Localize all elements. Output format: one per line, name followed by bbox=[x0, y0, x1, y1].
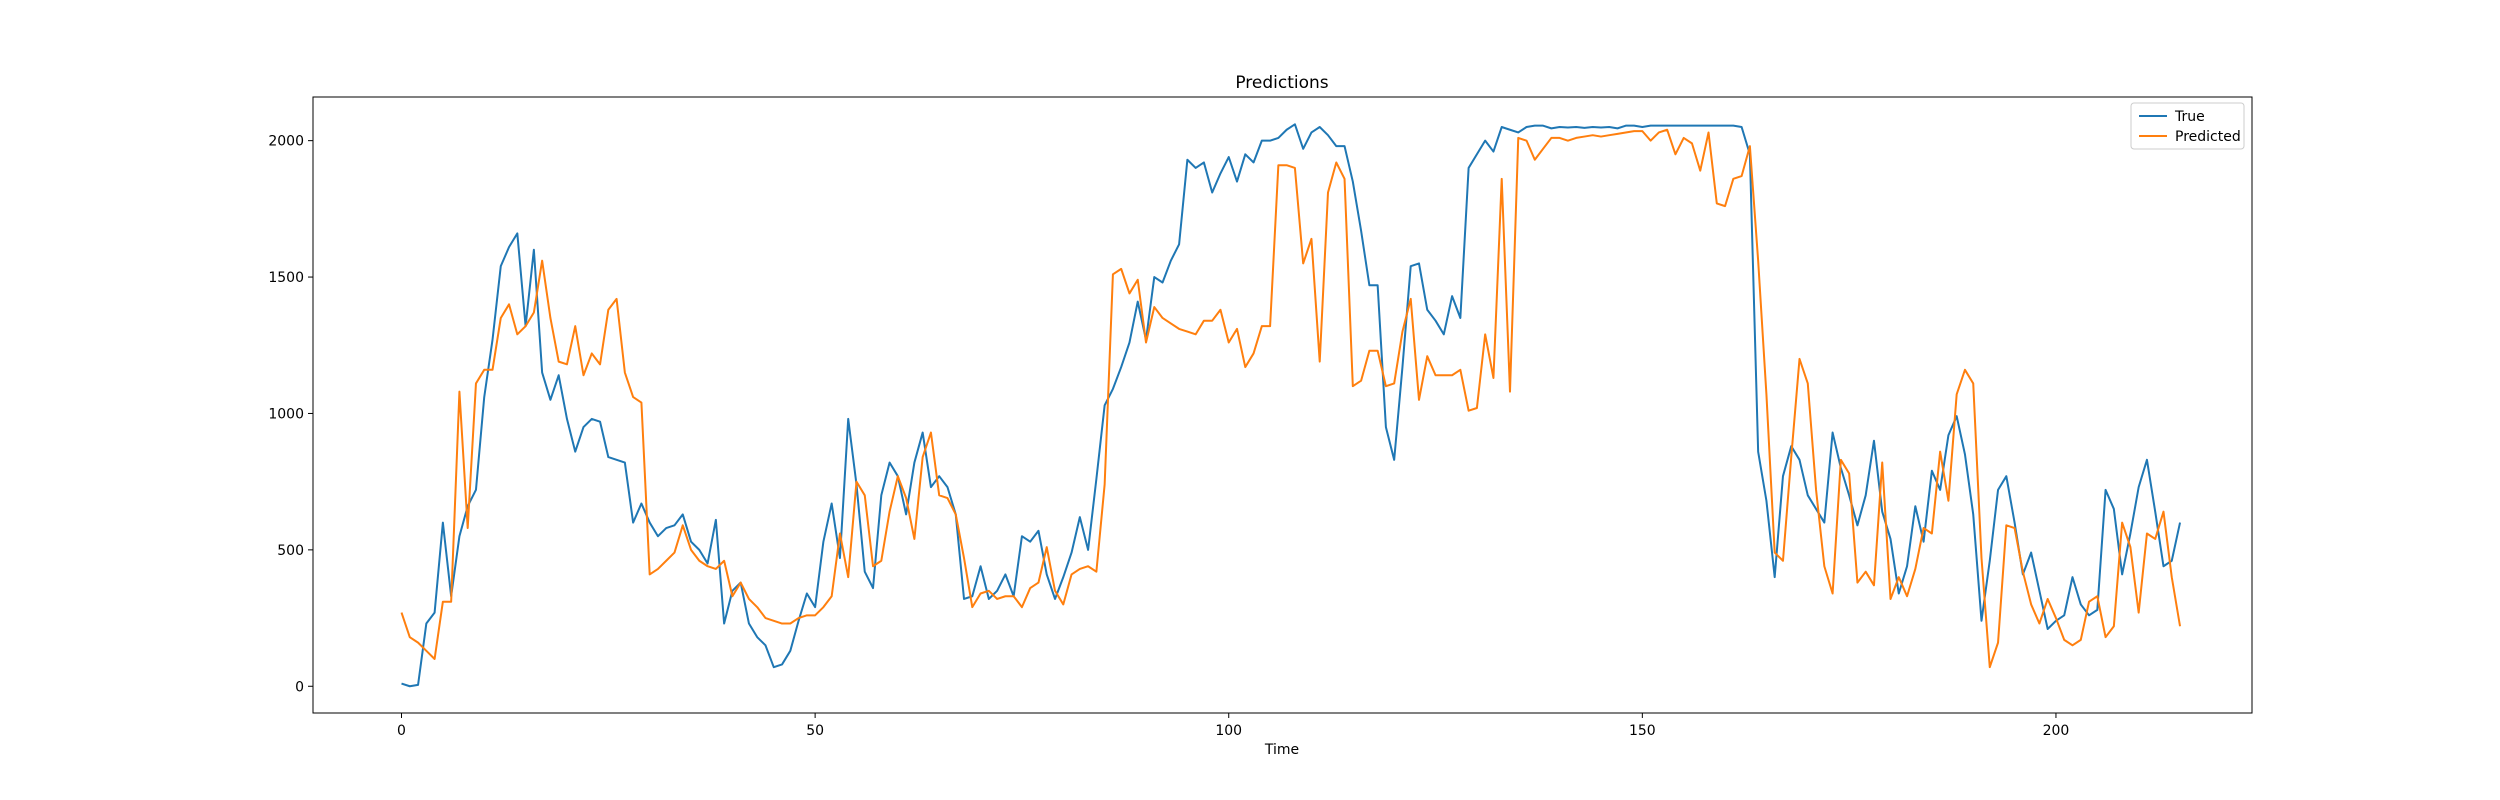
chart-title: Predictions bbox=[1235, 73, 1328, 93]
plot-area bbox=[400, 123, 2182, 688]
x-tick-label: 150 bbox=[1629, 723, 1656, 739]
x-tick-label: 200 bbox=[2043, 723, 2070, 739]
series-line-true bbox=[401, 123, 2182, 688]
y-tick-label: 2000 bbox=[268, 134, 304, 150]
y-tick-label: 0 bbox=[295, 679, 304, 695]
y-tick-label: 500 bbox=[277, 543, 304, 559]
x-tick-label: 0 bbox=[397, 723, 406, 739]
y-tick-label: 1000 bbox=[268, 406, 304, 422]
legend-label-true: True bbox=[2174, 109, 2205, 125]
series-line-predicted bbox=[400, 128, 2182, 669]
legend-label-predicted: Predicted bbox=[2175, 129, 2241, 145]
legend: True Predicted bbox=[2130, 102, 2245, 150]
x-axis-label: Time bbox=[1264, 742, 1299, 758]
x-tick-label: 100 bbox=[1215, 723, 1242, 739]
y-tick-label: 1500 bbox=[268, 270, 304, 286]
legend-box bbox=[2130, 102, 2245, 150]
x-tick-label: 50 bbox=[806, 723, 824, 739]
plot-frame bbox=[312, 96, 2253, 714]
